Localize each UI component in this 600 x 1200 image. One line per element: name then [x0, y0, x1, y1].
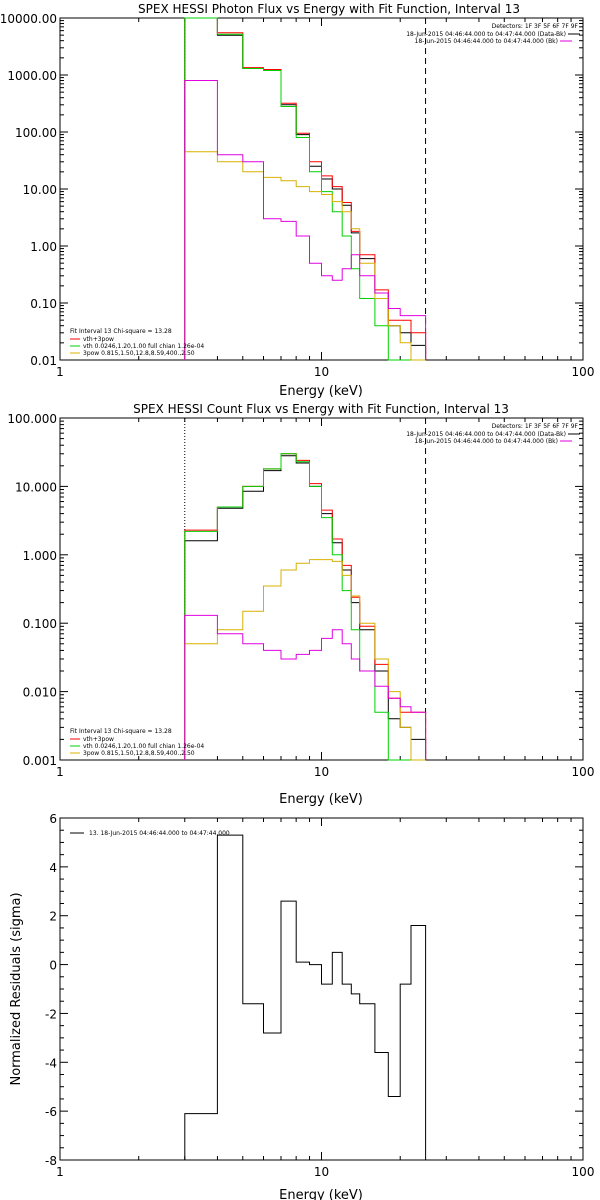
- panel2-ticks: 1 10 100 0.001 0.010 0.100 1.000 10.000 100.000: [7, 412, 594, 779]
- y-tick-label: 1.000: [23, 549, 57, 563]
- panel2-header-bk: 18-Jun-2015 04:46:44.000 to 04:47:44.000…: [415, 438, 558, 445]
- x-tick-label: 100: [572, 1165, 595, 1179]
- y-tick-label: 1000.00: [7, 69, 57, 83]
- panel1-header-bk: 18-Jun-2015 04:46:44.000 to 04:47:44.000…: [415, 38, 558, 45]
- panel2-xlabel: Energy (keV): [279, 792, 363, 807]
- panel3-xlabel: Energy (keV): [279, 1188, 363, 1200]
- x-tick-label: 10: [314, 365, 329, 379]
- panel3-frame: [59, 817, 584, 1161]
- y-tick-label: 0: [49, 959, 57, 973]
- x-tick-label: 1: [56, 365, 64, 379]
- x-tick-label: 10: [314, 1165, 329, 1179]
- panel1-header: Detectors: 1F 3F 5F 6F 7F 9F 18-Jun-2015…: [406, 23, 580, 45]
- y-tick-label: -8: [45, 1154, 57, 1168]
- x-tick-label: 100: [572, 365, 595, 379]
- series-3pow: [184, 559, 426, 761]
- panel3-legend: 13. 18-Jun-2015 04:46:44.000 to 04:47:44…: [70, 830, 230, 837]
- series-data-bk: [184, 455, 427, 760]
- panel1-title: SPEX HESSI Photon Flux vs Energy with Fi…: [138, 2, 520, 16]
- y-tick-label: -2: [45, 1007, 57, 1021]
- y-tick-label: 0.10: [30, 297, 57, 311]
- panel1-ticks: 1 10 100 0.01 0.10 1.00 10.00 100.00 1000.00 1000…: [0, 12, 594, 379]
- panel1-xlabel: Energy (keV): [279, 384, 363, 399]
- panel3-legend-label: 13. 18-Jun-2015 04:46:44.000 to 04:47:44…: [89, 830, 230, 837]
- panel1-header-detectors: Detectors: 1F 3F 5F 6F 7F 9F: [492, 23, 579, 30]
- panel1-fit-title: Fit Interval 13 Chi-square = 13.28: [70, 328, 172, 335]
- panel1-fit-label-2: vth 0.0246,1.20,1.00 full chian 1.26e-04: [83, 343, 204, 350]
- series-13-18-jun-2015-04-46-44-: [184, 834, 427, 1160]
- series-3pow: [184, 151, 426, 361]
- panel1-fit-label-3: 3pow 0.815,1.50,12.8,8.59,400.,2.50: [83, 350, 195, 357]
- y-tick-label: 10.00: [23, 183, 57, 197]
- series-bk: [184, 80, 427, 360]
- y-tick-label: 10.000: [15, 480, 57, 494]
- panel2-header: Detectors: 1F 3F 5F 6F 7F 9F 18-Jun-2015…: [406, 423, 580, 445]
- panel1-fit-label-1: vth+3pow: [83, 336, 114, 343]
- series-bk: [184, 614, 427, 760]
- y-tick-label: 4: [49, 861, 57, 875]
- series-vth: [184, 453, 426, 761]
- x-tick-label: 10: [314, 765, 329, 779]
- series-vth-3pow: [184, 453, 427, 760]
- panel3-ticks: 1 10 100 -8 -6 -4 -2 0 2 4 6: [45, 812, 594, 1179]
- y-tick-label: 0.010: [23, 686, 57, 700]
- panel1-series: [184, 17, 427, 361]
- x-tick-label: 1: [56, 1165, 64, 1179]
- panel2-fit-title: Fit Interval 13 Chi-square = 13.28: [70, 728, 172, 735]
- panel3-ylabel: Normalized Residuals (sigma): [9, 892, 24, 1085]
- panel2-title: SPEX HESSI Count Flux vs Energy with Fit…: [133, 402, 509, 416]
- y-tick-label: 0.01: [30, 354, 57, 368]
- y-tick-label: 0.100: [23, 617, 57, 631]
- y-tick-label: 0.001: [23, 754, 57, 768]
- panel2-fit-label-1: vth+3pow: [83, 736, 114, 743]
- panel1-header-databk: 18-Jun-2015 04:46:44.000 to 04:47:44.000…: [406, 31, 566, 38]
- y-tick-label: 100.00: [15, 126, 57, 140]
- y-tick-label: 2: [49, 910, 57, 924]
- y-tick-label: 6: [49, 812, 57, 826]
- panel2-fit-label-3: 3pow 0.815,1.50,12.8,8.59,400.,2.50: [83, 750, 195, 757]
- y-tick-label: 1.00: [30, 240, 57, 254]
- panel3-series: [184, 834, 427, 1160]
- panel2-frame: [59, 417, 584, 761]
- panel1-fit-legend: Fit Interval 13 Chi-square = 13.28 vth+3…: [70, 328, 204, 357]
- panel2-series: [184, 418, 427, 761]
- y-tick-label: -6: [45, 1105, 57, 1119]
- x-tick-label: 1: [56, 765, 64, 779]
- panel2-fit-legend: Fit Interval 13 Chi-square = 13.28 vth+3…: [70, 728, 204, 757]
- y-tick-label: -4: [45, 1056, 57, 1070]
- x-tick-label: 100: [572, 765, 595, 779]
- y-tick-label: 10000.00: [0, 12, 57, 26]
- panel2-header-databk: 18-Jun-2015 04:46:44.000 to 04:47:44.000…: [406, 431, 566, 438]
- y-tick-label: 100.000: [7, 412, 57, 426]
- panel2-header-detectors: Detectors: 1F 3F 5F 6F 7F 9F: [492, 423, 579, 430]
- panel2-fit-label-2: vth 0.0246,1.20,1.00 full chian 1.26e-04: [83, 743, 204, 750]
